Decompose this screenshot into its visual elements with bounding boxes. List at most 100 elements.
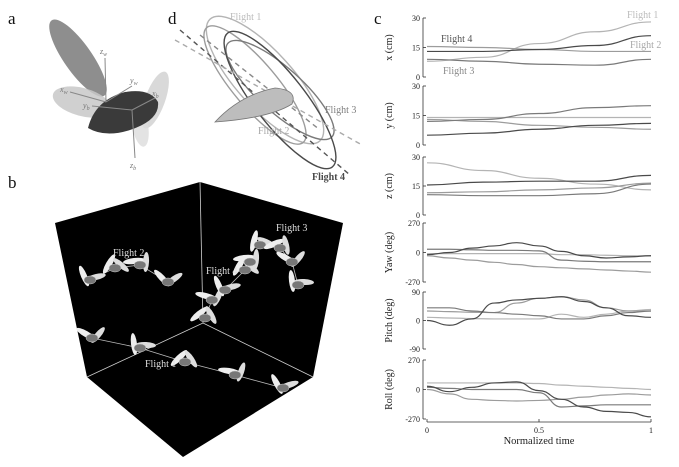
y-tick-label: 270 — [408, 219, 420, 228]
y-tick-label: -90 — [409, 345, 420, 354]
series-line-2 — [426, 118, 652, 130]
cube-edge — [199, 181, 204, 324]
wasp-snapshot — [123, 252, 150, 272]
body-shape — [83, 275, 97, 285]
wasp-snapshot — [102, 254, 129, 274]
wasp-snapshot — [190, 306, 217, 324]
y-tick-label: 30 — [412, 82, 420, 91]
body-shape — [133, 260, 147, 270]
cube-edge — [202, 322, 314, 378]
subplot-pitch: -90 0 90 Pitch (deg) — [384, 288, 652, 354]
y-tick-label: 0 — [416, 211, 420, 220]
subplot-roll: -270 0 270 Roll (deg) — [384, 356, 652, 424]
b-label-flight-2: Flight 2 — [113, 248, 144, 259]
forewing-shape — [49, 19, 107, 97]
y-tick-label: 30 — [412, 153, 420, 162]
wing-shape — [102, 254, 116, 274]
axis-label-zw: zw — [99, 47, 107, 58]
subplot-yaw: -270 0 270 Yaw (deg) — [384, 219, 652, 287]
y-axis-label: y (cm) — [384, 102, 395, 128]
body-shape — [133, 343, 147, 353]
axis-label-xw: xw — [59, 85, 68, 96]
panel-label-c: c — [374, 9, 382, 28]
body-shape — [218, 285, 232, 295]
body-shape — [198, 313, 212, 323]
series-line-1 — [426, 252, 651, 257]
series-line-2 — [426, 388, 652, 402]
body-shape — [253, 240, 267, 250]
x-tick-label: 0 — [425, 426, 429, 435]
wasp-snapshot — [130, 333, 156, 355]
c-label-flight-3: Flight 3 — [443, 66, 474, 77]
coordinate-axes — [69, 57, 156, 159]
cube-right-face — [200, 182, 343, 377]
wing-shape — [282, 235, 290, 255]
panel-a-wasp-model: zw yw xw xb yb zb — [49, 19, 169, 172]
d-label-flight-2: Flight 2 — [258, 126, 289, 137]
flight-1-stroke-axis — [199, 34, 321, 131]
body-shape — [238, 265, 252, 275]
body-shape — [276, 383, 290, 393]
series-line-4 — [426, 381, 652, 418]
wasp-snapshot — [218, 362, 246, 382]
y-axis-label: x (cm) — [384, 34, 395, 60]
wasp-snapshot — [78, 265, 106, 287]
wasp-snapshot — [276, 251, 305, 267]
body-shape — [205, 295, 219, 305]
body-shape — [161, 277, 175, 287]
subplot-y: 0 15 30 y (cm) — [384, 82, 652, 150]
panel-b-3d-arena — [55, 181, 343, 457]
wing-shape — [190, 306, 208, 322]
series-line-4 — [426, 242, 652, 259]
series-line-3 — [426, 386, 651, 408]
y-tick-label: 270 — [408, 356, 420, 365]
d-label-flight-3: Flight 3 — [325, 105, 356, 116]
y-tick-label: 0 — [416, 386, 420, 395]
c-label-flight-4: Flight 4 — [441, 34, 472, 45]
body-shape — [108, 263, 122, 273]
body-shape — [178, 357, 192, 367]
series-line-2 — [426, 255, 652, 273]
c-label-flight-2: Flight 2 — [630, 40, 661, 51]
series-line-2 — [426, 296, 651, 314]
y-tick-label: 0 — [416, 249, 420, 258]
body-shape — [273, 243, 287, 253]
series-line-1 — [426, 162, 652, 191]
y-axis-label: Pitch (deg) — [384, 298, 395, 342]
subplot-x: 0 15 30 x (cm) — [384, 14, 652, 82]
series-line-4 — [426, 174, 652, 186]
b-label-flight-4: Flight 4 — [206, 266, 237, 277]
wing-shape — [250, 230, 258, 252]
body-shape — [228, 370, 242, 380]
body-shape — [243, 257, 257, 267]
series-line-1 — [426, 21, 652, 62]
panel-d-stroke-planes — [174, 15, 363, 176]
y-axis-label: Yaw (deg) — [384, 232, 395, 273]
wasp-snapshot — [213, 275, 241, 297]
x-axis-label: Normalized time — [504, 436, 575, 447]
b-label-flight-3: Flight 3 — [276, 223, 307, 234]
y-tick-label: -270 — [405, 415, 420, 424]
series-line-4 — [426, 296, 652, 326]
y-tick-label: 30 — [412, 14, 420, 23]
wing-shape — [184, 350, 198, 368]
series-line-3 — [426, 58, 652, 66]
body-shape — [285, 257, 299, 267]
y-tick-label: 90 — [412, 288, 420, 297]
body-shape — [291, 280, 305, 290]
flight-2-stroke-ellipse — [203, 25, 307, 145]
y-tick-label: 0 — [416, 141, 420, 150]
wasp-body-shape — [214, 87, 294, 123]
wasp-snapshot — [76, 327, 105, 343]
axis-label-yw: yw — [129, 76, 138, 87]
series-line-3 — [426, 105, 652, 122]
b-label-flight-1: Flight 1 — [145, 359, 176, 370]
body-shape — [85, 333, 99, 343]
wasp-snapshot — [170, 350, 198, 368]
d-label-flight-4: Flight 4 — [312, 172, 345, 183]
y-tick-label: 15 — [412, 182, 420, 191]
y-tick-label: 15 — [412, 44, 420, 53]
wasp-snapshot — [263, 235, 290, 255]
y-tick-label: -270 — [405, 278, 420, 287]
series-line-3 — [427, 307, 652, 320]
